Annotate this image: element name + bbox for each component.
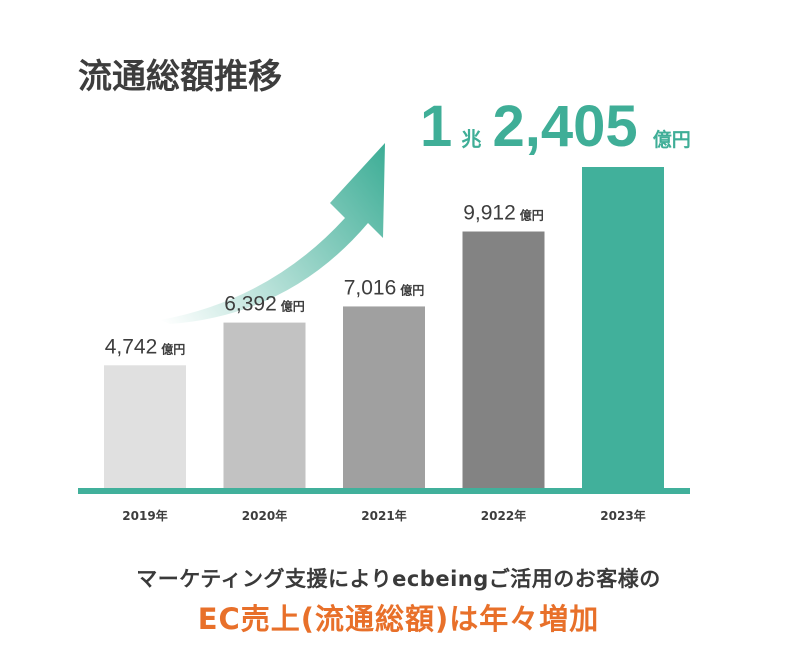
highlight-total: 1 兆 2,405 億円 [420,94,691,159]
bars [104,167,664,489]
value-label-1: 6,392 億円 [224,293,305,316]
tick-label-1: 2020年 [242,508,287,523]
tick-label-0: 2019年 [122,508,167,523]
bar-2 [343,306,425,488]
caption-line-1: マーケティング支援によりecbeingご活用のお客様の [136,567,661,591]
caption-line-2: EC売上(流通総額)は年々増加 [197,602,600,636]
value-label-2: 7,016 億円 [344,276,425,299]
bar-4 [582,167,664,488]
tick-label-3: 2022年 [481,508,526,523]
highlight-trillion: 1 [420,94,452,159]
tick-label-4: 2023年 [600,508,645,523]
value-label-3: 9,912 億円 [463,202,544,225]
highlight-trillion-unit: 兆 [461,127,481,151]
bar-0 [104,365,186,488]
highlight-unit: 億円 [653,128,691,151]
bar-1 [223,322,306,488]
bar-3 [462,231,545,489]
highlight-remainder: 2,405 [492,94,637,159]
tick-label-2: 2021年 [361,508,406,523]
value-label-0: 4,742 億円 [105,335,186,358]
growth-arrow [160,143,385,324]
x-axis-ticks: 2019年 2020年 2021年 2022年 2023年 [122,508,645,523]
chart-title: 流通総額推移 [78,57,282,97]
value-labels: 4,742 億円 6,392 億円 7,016 億円 9,912 億円 [105,202,544,359]
